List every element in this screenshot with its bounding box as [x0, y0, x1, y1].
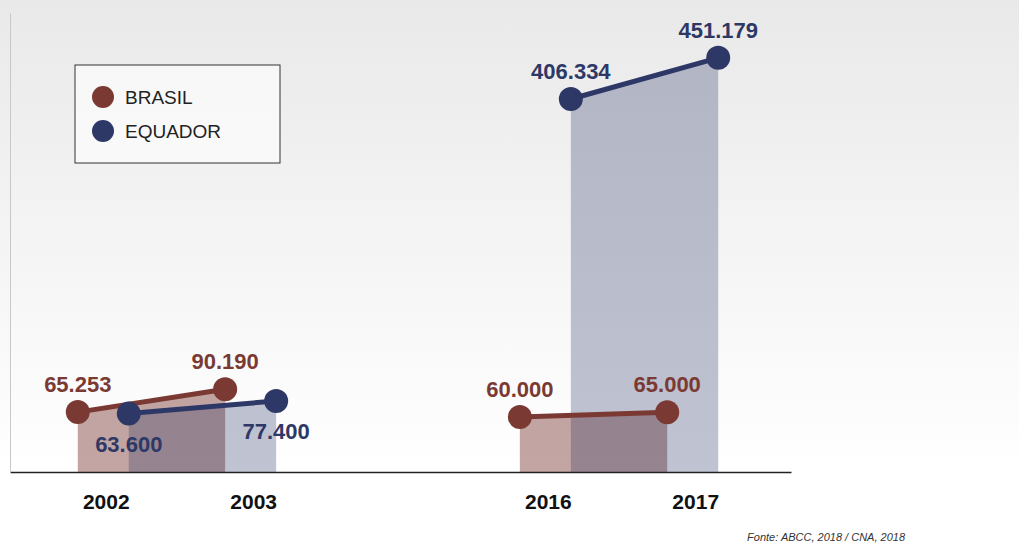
- marker: [508, 405, 532, 429]
- legend-box: [75, 65, 280, 163]
- data-label: 77.400: [242, 419, 309, 444]
- marker: [559, 87, 583, 111]
- marker: [706, 46, 730, 70]
- marker: [655, 400, 679, 424]
- data-label: 65.000: [634, 372, 701, 397]
- data-label: 90.190: [191, 349, 258, 374]
- plot-area: [66, 46, 730, 472]
- x-tick: 2002: [83, 472, 130, 513]
- data-label: 451.179: [678, 18, 758, 43]
- data-labels: 65.253 90.190 60.000 65.000 63.600 77.400 406.…: [44, 18, 758, 457]
- x-tick-label: 2002: [83, 490, 130, 513]
- y-axis-line: [10, 14, 11, 473]
- legend-marker: [92, 86, 114, 108]
- x-tick-label: 2003: [230, 490, 277, 513]
- data-label: 63.600: [95, 432, 162, 457]
- chart: 2002 2003 2016 2017 65.253 90.190 60.000 65.000…: [0, 0, 1019, 547]
- marker: [66, 400, 90, 424]
- x-tick-label: 2016: [525, 490, 572, 513]
- x-tick: 2016: [525, 472, 572, 513]
- x-tick: 2003: [230, 472, 277, 513]
- data-label: 406.334: [531, 59, 611, 84]
- data-label: 60.000: [486, 377, 553, 402]
- legend-label: EQUADOR: [125, 121, 221, 142]
- x-axis-line: [11, 472, 792, 474]
- source: Fonte: ABCC, 2018 / CNA, 2018: [747, 531, 906, 543]
- marker: [264, 389, 288, 413]
- x-tick-label: 2017: [672, 490, 719, 513]
- marker: [213, 377, 237, 401]
- legend-marker: [92, 120, 114, 142]
- legend-label: BRASIL: [125, 87, 193, 108]
- background: [0, 0, 1019, 472]
- data-label: 65.253: [44, 372, 111, 397]
- x-axis: 2002 2003 2016 2017: [11, 472, 792, 513]
- x-tick: 2017: [672, 472, 719, 513]
- legend: BRASIL EQUADOR: [75, 65, 280, 163]
- y-axis: [10, 14, 11, 473]
- marker: [117, 402, 141, 426]
